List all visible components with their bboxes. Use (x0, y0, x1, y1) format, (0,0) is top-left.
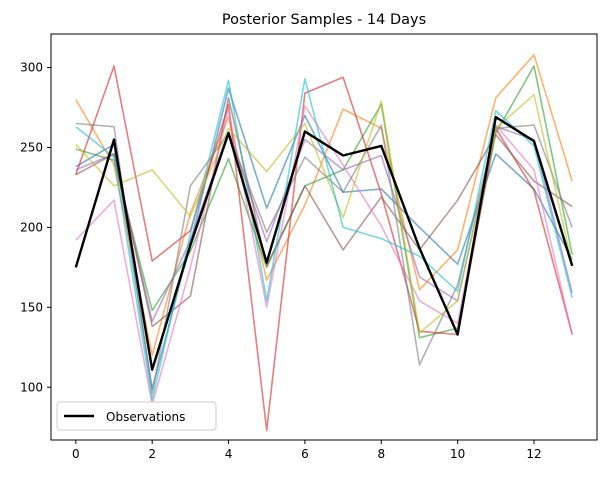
x-tick-label: 4 (225, 447, 233, 461)
x-tick-label: 0 (72, 447, 80, 461)
y-tick-label: 200 (20, 220, 43, 234)
axes-layer: 0 2 4 6 8 10 12 100 150 200 250 300 (20, 33, 598, 461)
x-tick-label: 10 (450, 447, 465, 461)
legend: Observations (56, 401, 217, 431)
plot-frame (50, 33, 598, 441)
legend-frame (56, 401, 217, 431)
y-tick-label: 150 (20, 300, 43, 314)
series-layer (74, 53, 574, 432)
x-tick-label: 12 (526, 447, 541, 461)
x-tick-label: 8 (377, 447, 385, 461)
x-tick-label: 2 (148, 447, 156, 461)
y-tick-label: 100 (20, 380, 43, 394)
sample-line-2 (75, 53, 573, 357)
chart-title: Posterior Samples - 14 Days (222, 12, 426, 28)
sample-line-6 (75, 97, 573, 328)
sample-line-4 (75, 65, 573, 432)
observations-line (74, 115, 574, 371)
y-tick-label: 300 (20, 61, 43, 75)
legend-label-observations: Observations (106, 410, 185, 424)
sample-line-10 (75, 78, 573, 401)
y-tick-label: 250 (20, 140, 43, 154)
x-tick-label: 6 (301, 447, 309, 461)
